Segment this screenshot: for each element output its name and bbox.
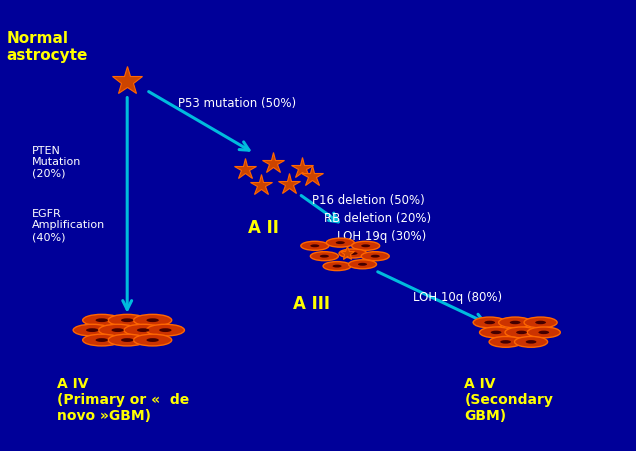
Ellipse shape [124, 324, 162, 336]
Ellipse shape [536, 321, 546, 324]
Ellipse shape [361, 244, 370, 247]
Text: A IV
(Secondary
GBM): A IV (Secondary GBM) [464, 377, 553, 423]
Ellipse shape [108, 314, 146, 326]
Ellipse shape [146, 318, 159, 322]
Ellipse shape [352, 241, 380, 250]
Text: LOH 10q (80%): LOH 10q (80%) [413, 291, 502, 304]
Ellipse shape [516, 331, 527, 334]
Ellipse shape [159, 328, 172, 332]
Ellipse shape [371, 255, 380, 258]
Ellipse shape [146, 338, 159, 342]
Ellipse shape [134, 334, 172, 346]
Ellipse shape [339, 249, 367, 258]
Ellipse shape [121, 338, 134, 342]
Ellipse shape [510, 321, 520, 324]
Ellipse shape [310, 252, 338, 261]
Ellipse shape [349, 260, 377, 269]
Ellipse shape [524, 317, 557, 328]
Text: A III: A III [293, 295, 329, 313]
Ellipse shape [480, 327, 513, 338]
Ellipse shape [137, 328, 149, 332]
Ellipse shape [326, 238, 354, 247]
Ellipse shape [501, 340, 511, 344]
Text: PTEN
Mutation
(20%): PTEN Mutation (20%) [32, 146, 81, 179]
Text: EGFR
Amplification
(40%): EGFR Amplification (40%) [32, 209, 105, 242]
Ellipse shape [336, 241, 345, 244]
Text: A IV
(Primary or «  de
novo »GBM): A IV (Primary or « de novo »GBM) [57, 377, 190, 423]
Ellipse shape [83, 314, 121, 326]
Ellipse shape [310, 244, 319, 247]
Text: P53 mutation (50%): P53 mutation (50%) [178, 97, 296, 110]
Ellipse shape [333, 265, 342, 267]
Ellipse shape [301, 241, 329, 250]
Ellipse shape [108, 334, 146, 346]
Ellipse shape [83, 334, 121, 346]
Ellipse shape [515, 336, 548, 347]
Ellipse shape [323, 262, 351, 271]
Text: P16 deletion (50%): P16 deletion (50%) [312, 194, 424, 207]
Ellipse shape [134, 314, 172, 326]
Text: LOH 19q (30%): LOH 19q (30%) [337, 230, 426, 243]
Ellipse shape [539, 331, 549, 334]
Ellipse shape [99, 324, 137, 336]
Ellipse shape [86, 328, 99, 332]
Ellipse shape [121, 318, 134, 322]
Ellipse shape [146, 324, 184, 336]
Ellipse shape [499, 317, 532, 328]
Ellipse shape [491, 331, 501, 334]
Ellipse shape [111, 328, 124, 332]
Ellipse shape [505, 327, 538, 338]
Ellipse shape [489, 336, 522, 347]
Ellipse shape [95, 338, 108, 342]
Ellipse shape [485, 321, 495, 324]
Ellipse shape [473, 317, 506, 328]
Ellipse shape [320, 255, 329, 258]
Ellipse shape [526, 340, 536, 344]
Text: RB deletion (20%): RB deletion (20%) [324, 212, 431, 225]
Ellipse shape [358, 263, 367, 266]
Ellipse shape [361, 252, 389, 261]
Ellipse shape [527, 327, 560, 338]
Text: Normal
astrocyte: Normal astrocyte [6, 31, 88, 63]
Ellipse shape [73, 324, 111, 336]
Text: A II: A II [248, 219, 279, 237]
Ellipse shape [349, 252, 357, 255]
Ellipse shape [95, 318, 108, 322]
